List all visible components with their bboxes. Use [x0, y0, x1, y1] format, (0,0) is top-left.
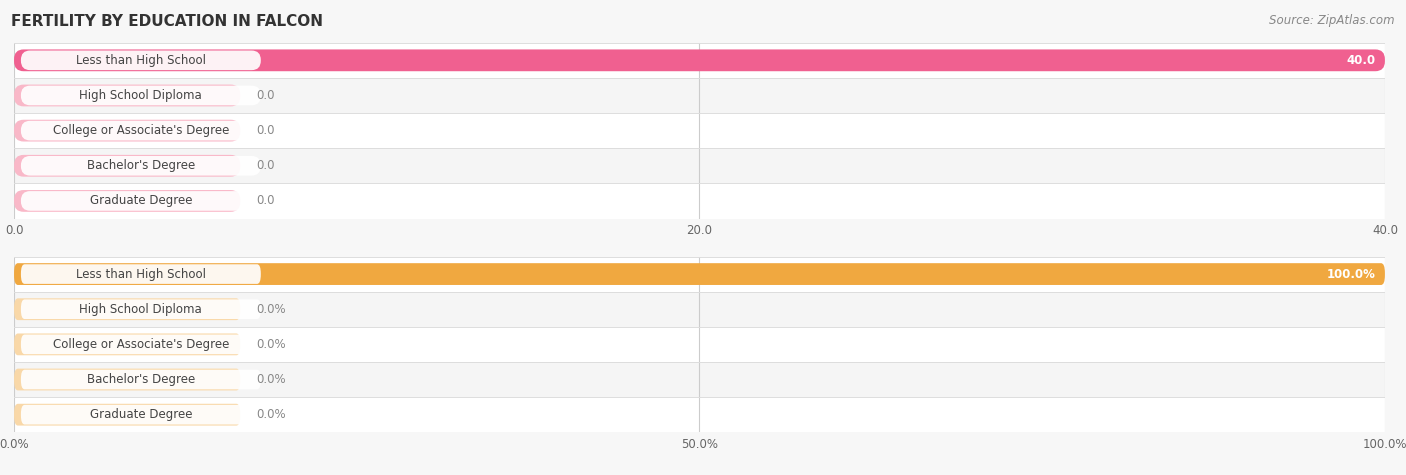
FancyBboxPatch shape	[14, 120, 240, 142]
Bar	[14, 113, 1385, 148]
FancyBboxPatch shape	[21, 121, 262, 141]
FancyBboxPatch shape	[14, 49, 1385, 71]
Text: FERTILITY BY EDUCATION IN FALCON: FERTILITY BY EDUCATION IN FALCON	[11, 14, 323, 29]
Text: High School Diploma: High School Diploma	[80, 89, 202, 102]
FancyBboxPatch shape	[14, 155, 240, 177]
Text: 0.0: 0.0	[257, 194, 276, 208]
Text: Bachelor's Degree: Bachelor's Degree	[87, 159, 195, 172]
FancyBboxPatch shape	[21, 50, 262, 70]
FancyBboxPatch shape	[14, 85, 240, 106]
Text: 0.0: 0.0	[257, 124, 276, 137]
FancyBboxPatch shape	[21, 264, 262, 284]
Text: Graduate Degree: Graduate Degree	[90, 408, 193, 421]
Text: 0.0: 0.0	[257, 89, 276, 102]
Bar	[14, 78, 1385, 113]
FancyBboxPatch shape	[21, 405, 262, 425]
FancyBboxPatch shape	[21, 370, 262, 390]
Text: Graduate Degree: Graduate Degree	[90, 194, 193, 208]
Bar	[14, 43, 1385, 78]
Text: College or Associate's Degree: College or Associate's Degree	[52, 124, 229, 137]
Bar	[14, 148, 1385, 183]
Text: Bachelor's Degree: Bachelor's Degree	[87, 373, 195, 386]
Text: 0.0%: 0.0%	[257, 373, 287, 386]
Text: 0.0: 0.0	[257, 159, 276, 172]
FancyBboxPatch shape	[14, 404, 240, 426]
Text: 100.0%: 100.0%	[1326, 267, 1375, 281]
FancyBboxPatch shape	[21, 191, 262, 211]
FancyBboxPatch shape	[14, 263, 1385, 285]
Bar	[14, 292, 1385, 327]
Bar	[14, 397, 1385, 432]
Text: 40.0: 40.0	[1346, 54, 1375, 67]
Text: Less than High School: Less than High School	[76, 267, 205, 281]
Bar	[14, 327, 1385, 362]
Bar	[14, 362, 1385, 397]
Text: 0.0%: 0.0%	[257, 338, 287, 351]
FancyBboxPatch shape	[14, 190, 240, 212]
Text: High School Diploma: High School Diploma	[80, 303, 202, 316]
Text: College or Associate's Degree: College or Associate's Degree	[52, 338, 229, 351]
FancyBboxPatch shape	[21, 299, 262, 319]
FancyBboxPatch shape	[21, 334, 262, 354]
FancyBboxPatch shape	[21, 86, 262, 105]
FancyBboxPatch shape	[14, 298, 240, 320]
FancyBboxPatch shape	[21, 156, 262, 176]
Text: 0.0%: 0.0%	[257, 303, 287, 316]
Text: 0.0%: 0.0%	[257, 408, 287, 421]
Text: Source: ZipAtlas.com: Source: ZipAtlas.com	[1270, 14, 1395, 27]
Bar	[14, 256, 1385, 292]
FancyBboxPatch shape	[14, 369, 240, 390]
Bar	[14, 183, 1385, 218]
Text: Less than High School: Less than High School	[76, 54, 205, 67]
FancyBboxPatch shape	[14, 333, 240, 355]
